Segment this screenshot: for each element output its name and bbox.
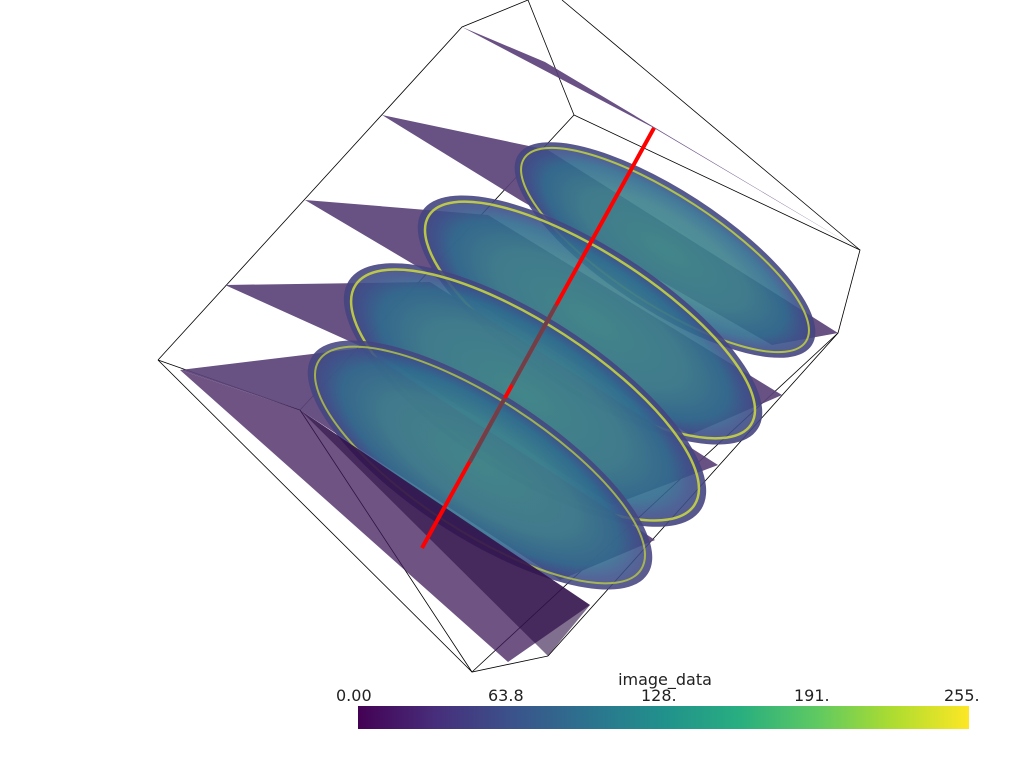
colorbar [358, 706, 969, 729]
colorbar-title: image_data [618, 670, 712, 689]
colorbar-tick-label: 191. [794, 686, 830, 705]
probe-line [420, 127, 656, 549]
colorbar-tick-label: 0.00 [336, 686, 372, 705]
colorbar-tick-label: 63.8 [488, 686, 524, 705]
colorbar-tick-label: 128. [641, 686, 677, 705]
colorbar-tick-label: 255. [944, 686, 980, 705]
front-wedge [180, 370, 590, 662]
